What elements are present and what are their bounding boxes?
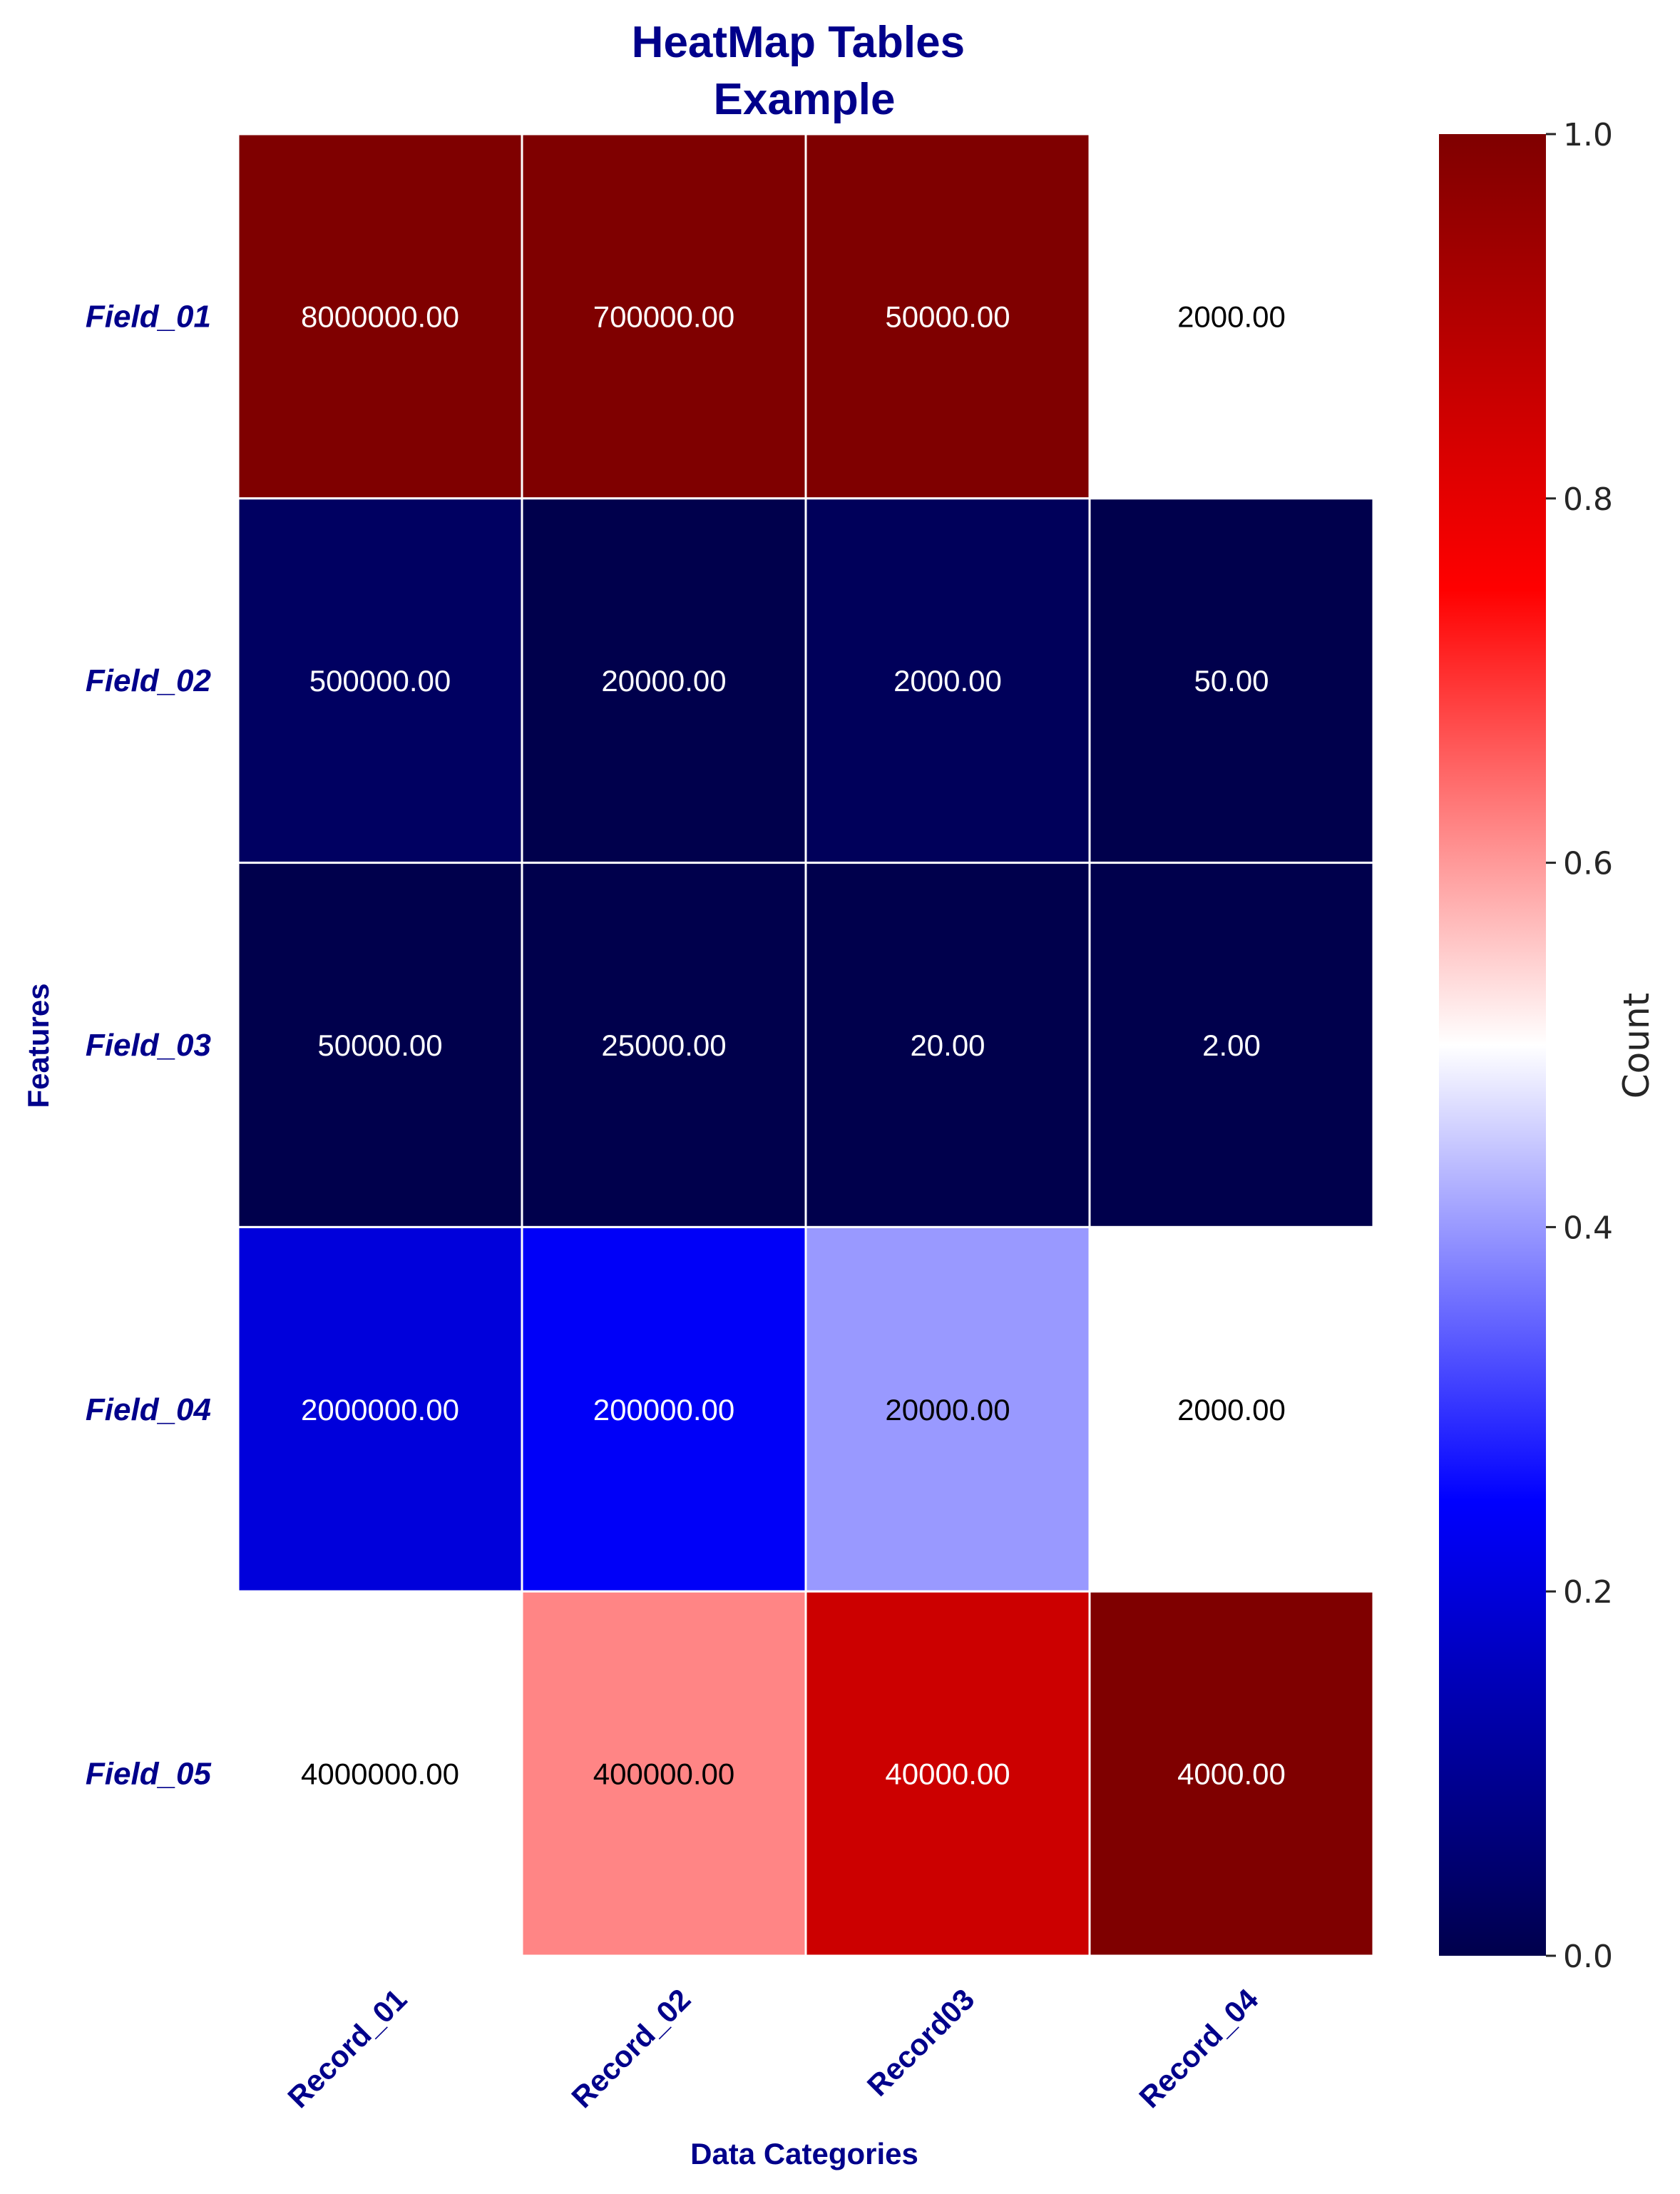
chart-title-line-2: Example <box>713 75 895 124</box>
cell-value-label: 400000.00 <box>593 1757 735 1791</box>
cell-value-label: 4000.00 <box>1177 1757 1286 1791</box>
heatmap-cell <box>521 1225 807 1593</box>
cell-value-label: 20000.00 <box>601 664 726 698</box>
colorbar: 0.0 0.2 0.4 0.6 0.8 1.0 Count <box>1439 117 1657 1975</box>
cell-value-label: 25000.00 <box>601 1029 726 1062</box>
colorbar-label: Count <box>1616 993 1657 1099</box>
y-tick-labels: Field_01 Field_02 Field_03 Field_04 Field_05 <box>86 299 212 1791</box>
colorbar-tick-label: 1.0 <box>1563 117 1613 153</box>
x-axis-label: Data Categories <box>690 2137 918 2170</box>
colorbar-tick-label: 0.0 <box>1563 1939 1613 1975</box>
heatmap-cell <box>804 133 1091 500</box>
heatmap-cell <box>521 497 807 864</box>
y-tick-label: Field_04 <box>86 1392 211 1427</box>
heatmap-cell <box>237 133 523 500</box>
cell-value-label: 2000000.00 <box>301 1393 459 1427</box>
cell-value-label: 50000.00 <box>885 300 1010 333</box>
y-tick-label: Field_03 <box>86 1028 211 1063</box>
colorbar-gradient <box>1439 134 1546 1956</box>
cell-value-label: 4000000.00 <box>301 1757 459 1791</box>
heatmap-cell <box>804 497 1091 864</box>
heatmap-cell <box>1088 862 1375 1228</box>
cell-value-label: 2000.00 <box>1177 1393 1286 1427</box>
cell-value-label: 50.00 <box>1194 664 1269 698</box>
cell-value-label: 2000.00 <box>1177 300 1286 333</box>
heatmap-cell <box>1088 133 1375 500</box>
colorbar-tick-label: 0.4 <box>1563 1210 1613 1246</box>
chart-title: HeatMap Tables Example <box>632 18 978 124</box>
heatmap-cell <box>521 1590 807 1957</box>
colorbar-tick-label: 0.8 <box>1563 481 1613 518</box>
heatmap-cell <box>1088 497 1375 864</box>
heatmap-cell <box>237 1590 523 1957</box>
chart-title-line-1: HeatMap Tables <box>632 18 965 67</box>
cell-value-label: 2.00 <box>1202 1029 1261 1062</box>
cell-value-label: 20.00 <box>910 1029 985 1062</box>
cell-value-label: 200000.00 <box>593 1393 735 1427</box>
cell-value-label: 40000.00 <box>885 1757 1010 1791</box>
y-axis-label: Features <box>21 983 55 1108</box>
y-tick-label: Field_01 <box>86 299 211 334</box>
x-tick-labels: Record_01 Record_02 Record03 Record_04 <box>281 1982 1265 2115</box>
x-tick-label: Record03 <box>861 1982 981 2103</box>
heatmap-cell <box>1088 1225 1375 1593</box>
x-tick-label: Record_01 <box>281 1982 413 2114</box>
cell-value-label: 700000.00 <box>593 300 735 333</box>
cell-value-label: 50000.00 <box>317 1029 442 1062</box>
heatmap-cell <box>1088 1590 1375 1957</box>
cell-value-label: 500000.00 <box>309 664 451 698</box>
x-tick-label: Record_02 <box>565 1982 697 2114</box>
heatmap-cell <box>237 1225 523 1593</box>
cell-value-label: 8000000.00 <box>301 300 459 333</box>
heatmap-cell <box>521 862 807 1228</box>
colorbar-tick-label: 0.2 <box>1563 1574 1613 1611</box>
heatmap-cells: 8000000.00 700000.00 50000.00 2000.00 500000… <box>237 133 1375 1957</box>
cell-value-label: 2000.00 <box>893 664 1002 698</box>
y-tick-label: Field_02 <box>86 663 212 698</box>
colorbar-tick-label: 0.6 <box>1563 846 1613 882</box>
heatmap-cell <box>804 1590 1091 1957</box>
cell-value-label: 20000.00 <box>885 1393 1010 1427</box>
x-tick-label: Record_04 <box>1132 1982 1265 2115</box>
heatmap-cell <box>237 497 523 864</box>
heatmap-cell <box>804 1225 1091 1593</box>
colorbar-ticks: 0.0 0.2 0.4 0.6 0.8 1.0 <box>1546 117 1613 1975</box>
heatmap-cell <box>521 133 807 500</box>
y-tick-label: Field_05 <box>86 1757 212 1792</box>
